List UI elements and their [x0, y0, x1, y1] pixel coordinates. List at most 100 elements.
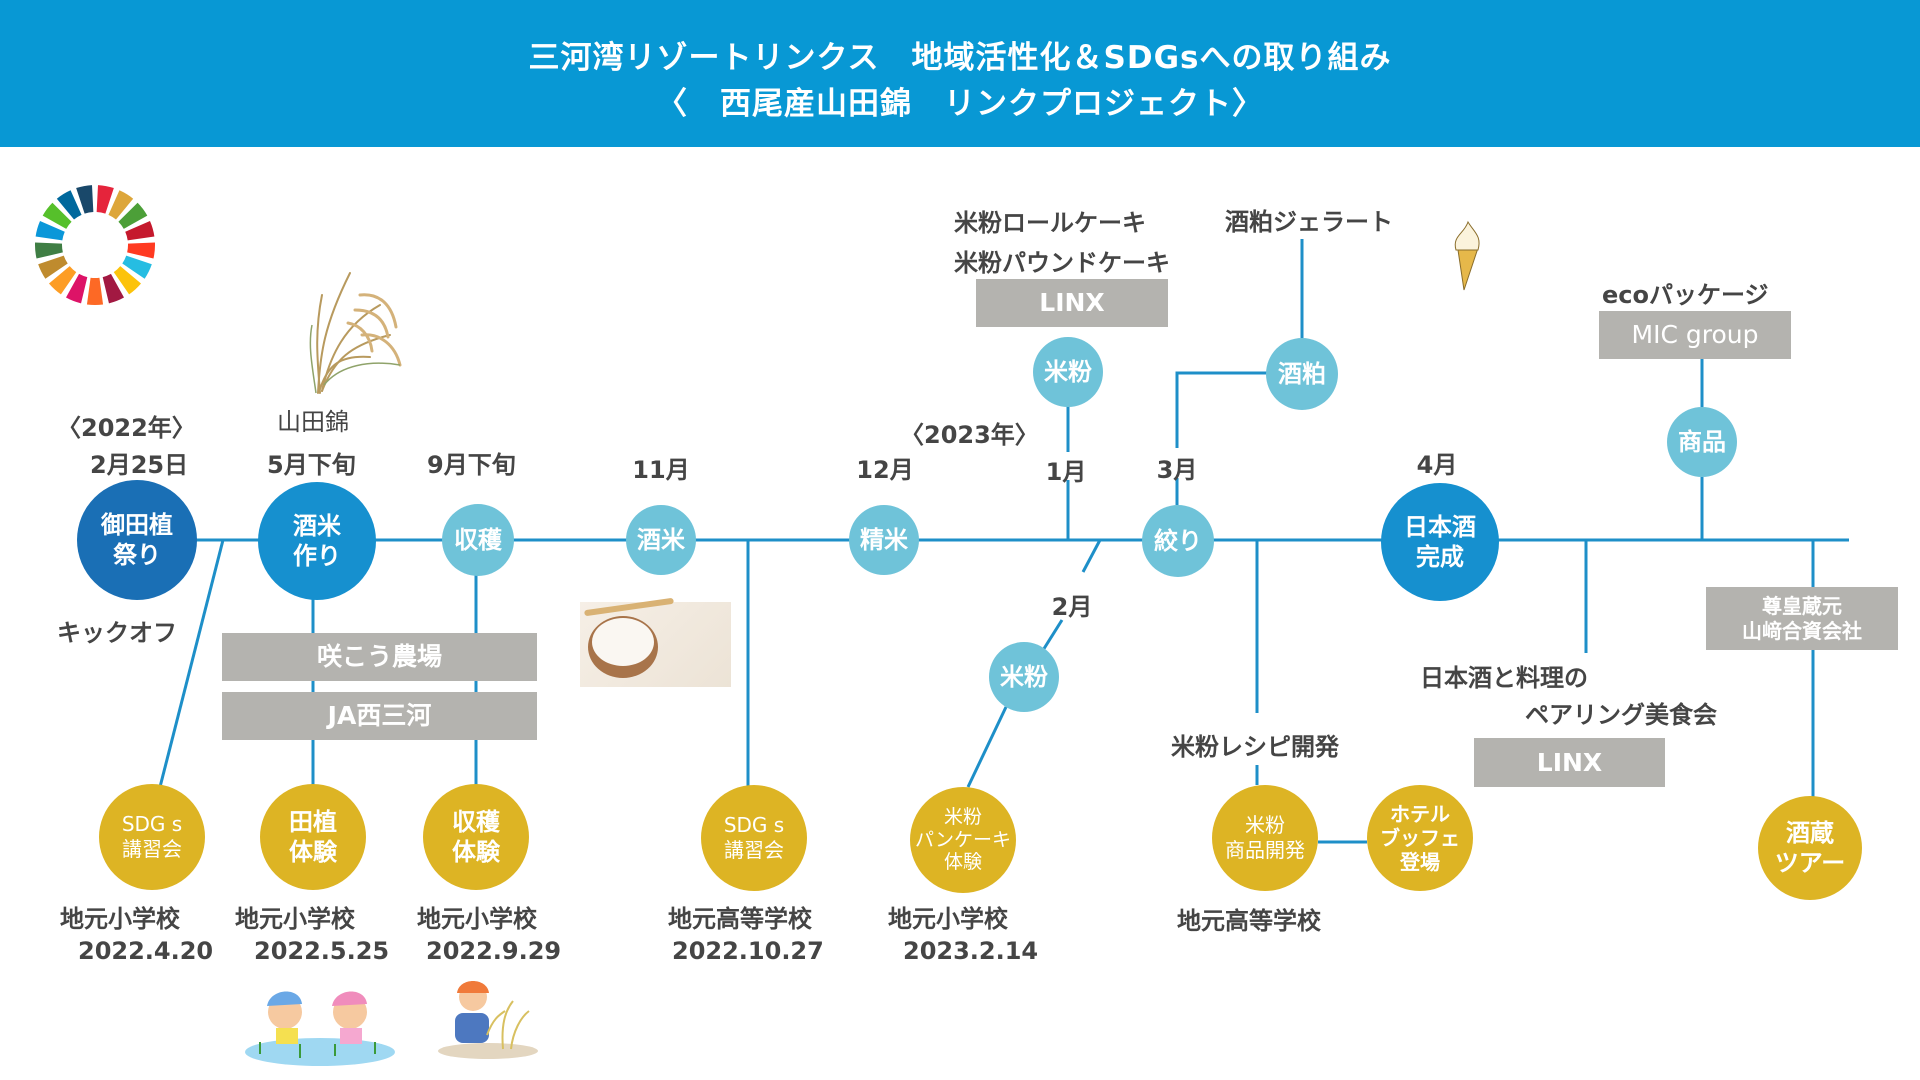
node-komeko-upper: 米粉: [1033, 337, 1103, 407]
sdgs-wheel-icon: [34, 185, 156, 306]
node-text: 酒米: [293, 512, 341, 540]
node-text: 収穫: [454, 526, 502, 554]
node-text: 作り: [293, 542, 341, 570]
node-text: 御田植: [101, 511, 173, 539]
node-text: ブッフェ: [1380, 826, 1460, 850]
date-sep-late: 9月下旬: [427, 451, 516, 479]
sdgs-wheel-segment: [113, 266, 142, 295]
school-label: 地元小学校: [417, 905, 537, 933]
date-jan: 1月: [1045, 458, 1087, 486]
event-sdgs-lecture-elementary: SDG s 講習会: [99, 784, 205, 890]
sdgs-wheel-segment: [48, 266, 77, 295]
komeko-roll-cake-label: 米粉ロールケーキ: [954, 209, 1146, 237]
node-seimai: 精米: [849, 505, 919, 575]
event-komeko-pancake: 米粉 パンケーキ 体験: [910, 787, 1016, 893]
rice-bowl-photo: [580, 597, 731, 687]
node-text: 商品開発: [1225, 838, 1305, 862]
event-rice-planting: 田植 体験: [260, 784, 366, 890]
event-date: 2022.10.27: [672, 937, 824, 965]
node-text: 酒粕: [1278, 360, 1326, 388]
sdgs-wheel-segment: [118, 202, 148, 229]
date-dec: 12月: [856, 456, 914, 484]
node-sake-complete: 日本酒 完成: [1381, 483, 1499, 601]
event-hotel-buffet: ホテル ブッフェ 登場: [1367, 785, 1473, 891]
sdgs-wheel-segment: [102, 273, 124, 304]
partner-ja-nishimikawa: JA西三河: [222, 692, 537, 740]
node-text: 体験: [452, 838, 500, 866]
rice-grains-icon: [592, 618, 654, 666]
node-text: 米粉: [1044, 358, 1092, 386]
event-date: 2022.9.29: [426, 937, 562, 965]
sdgs-wheel-segment: [42, 202, 72, 229]
node-text: ツアー: [1774, 849, 1846, 877]
recipe-dev-label: 米粉レシピ開発: [1171, 733, 1339, 761]
sdgs-wheel-segment: [96, 185, 114, 214]
rice-plant-icon: [309, 272, 402, 394]
node-sakekasu: 酒粕: [1266, 338, 1338, 410]
node-text: 田植: [289, 808, 337, 836]
school-label: 地元小学校: [60, 905, 180, 933]
node-text: SDG s: [723, 813, 785, 837]
school-label: 地元高等学校: [1177, 907, 1321, 935]
node-text: パンケーキ: [915, 828, 1011, 851]
school-label: 地元小学校: [235, 905, 355, 933]
node-text: 完成: [1416, 543, 1464, 571]
date-may-late: 5月下旬: [267, 451, 356, 479]
pairing-label-line1: 日本酒と料理の: [1420, 664, 1588, 692]
ice-cream-icon: [1454, 220, 1480, 291]
partner-sakou-farm: 咲こう農場: [222, 633, 537, 681]
node-sakamai: 酒米: [626, 505, 696, 575]
page-subtitle: 〈 西尾産山田錦 リンクプロジェクト〉: [656, 86, 1264, 122]
node-otaue-festival: 御田植 祭り: [77, 480, 197, 600]
sdgs-wheel-segment: [108, 190, 134, 220]
connector-mar-upper: [1175, 371, 1270, 448]
school-label: 地元高等学校: [668, 905, 812, 933]
sdgs-wheel-segment: [38, 255, 68, 279]
node-text: SDG s: [121, 812, 183, 836]
kids-planting-icon: [245, 991, 395, 1066]
event-date: 2023.2.14: [903, 937, 1039, 965]
farmer-harvest-icon: [438, 981, 538, 1059]
sakekasu-gelato-label: 酒粕ジェラート: [1225, 208, 1393, 236]
brewery-name-line2: 山﨑合資会社: [1742, 618, 1862, 643]
sdgs-wheel-segment: [35, 220, 65, 241]
event-date: 2022.5.25: [254, 937, 390, 965]
school-label: 地元小学校: [888, 905, 1008, 933]
date-mar: 3月: [1156, 456, 1198, 484]
node-text: 商品: [1678, 428, 1726, 456]
sdgs-wheel-segment: [125, 220, 155, 241]
node-text: 絞り: [1154, 527, 1202, 555]
node-text: 精米: [860, 526, 908, 554]
node-text: 体験: [289, 838, 337, 866]
header-banner: 三河湾リゾートリンクス 地域活性化＆SDGsへの取り組み 〈 西尾産山田錦 リン…: [0, 0, 1920, 147]
pairing-label-line2: ペアリング美食会: [1525, 701, 1717, 729]
sdgs-wheel-segment: [86, 277, 104, 306]
node-text: 講習会: [122, 837, 182, 861]
node-text: 収穫: [452, 808, 500, 836]
partner-mic-group: MIC group: [1599, 311, 1791, 359]
node-text: 日本酒: [1404, 513, 1476, 541]
date-feb: 2月: [1051, 593, 1093, 621]
year-2023-label: 〈2023年〉: [900, 421, 1039, 449]
node-text: 米粉: [943, 805, 982, 828]
node-text: 米粉: [1245, 813, 1285, 837]
variety-label: 山田錦: [277, 408, 349, 436]
event-date: 2022.4.20: [78, 937, 214, 965]
date-apr: 4月: [1416, 451, 1458, 479]
node-sakamai-making: 酒米 作り: [258, 482, 376, 600]
event-harvest-experience: 収穫 体験: [423, 784, 529, 890]
komeko-pound-cake-label: 米粉パウンドケーキ: [954, 249, 1170, 277]
node-harvest: 収穫: [442, 504, 514, 576]
connector-feb-upper: [1081, 539, 1102, 573]
node-shibori: 絞り: [1142, 505, 1214, 577]
node-text: 米粉: [1000, 663, 1048, 691]
sdgs-wheel-segment: [76, 185, 94, 214]
kickoff-label: キックオフ: [57, 619, 177, 647]
partner-brewery: 尊皇蔵元 山﨑合資会社: [1706, 587, 1898, 650]
node-komeko-lower: 米粉: [989, 642, 1059, 712]
sdgs-wheel-segment: [56, 190, 82, 220]
date-feb25: 2月25日: [90, 451, 189, 479]
node-text: 講習会: [724, 838, 784, 862]
node-text: 酒米: [637, 526, 685, 554]
